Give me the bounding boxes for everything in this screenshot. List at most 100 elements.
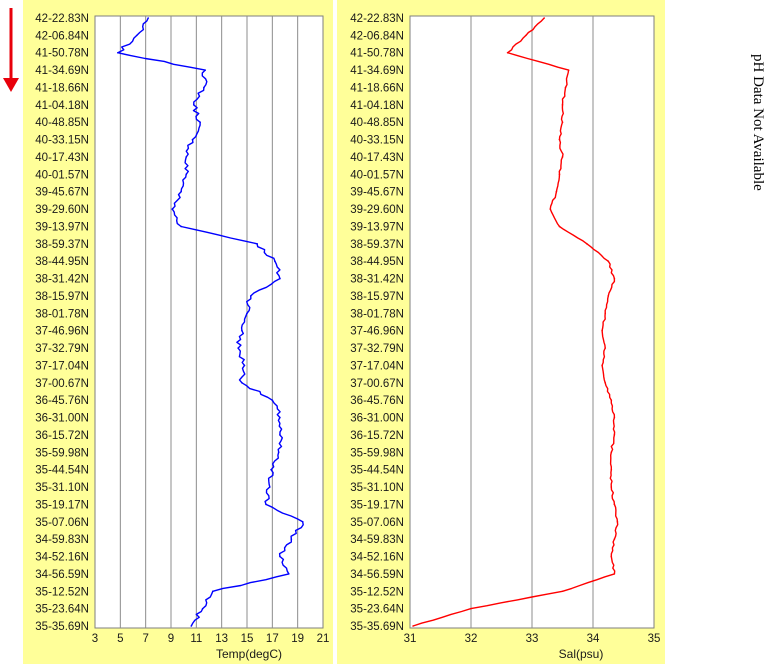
temperature-x-tick-label: 19 xyxy=(291,633,304,645)
temperature-panel: 42-22.83N 42-06.84N 41-50.78N 41-34.69N 41-1… xyxy=(23,0,333,664)
temperature-plot-area xyxy=(94,15,324,629)
temperature-data-point xyxy=(171,208,174,210)
salinity-data-point xyxy=(610,399,613,401)
temperature-data-point xyxy=(274,260,276,263)
salinity-latitude-label: 41-50.78N xyxy=(350,48,404,60)
temperature-data-point xyxy=(265,503,267,506)
temperature-series xyxy=(117,17,304,627)
temperature-data-point xyxy=(203,86,205,89)
temperature-latitude-label: 38-01.78N xyxy=(35,308,89,320)
salinity-data-point xyxy=(525,34,527,37)
salinity-data-point xyxy=(613,434,616,436)
salinity-data-point xyxy=(586,243,588,245)
temperature-latitude-label: 41-18.66N xyxy=(35,82,89,94)
temperature-data-point xyxy=(185,173,187,176)
salinity-data-point xyxy=(561,590,564,593)
temperature-latitude-label: 39-29.60N xyxy=(35,204,89,216)
salinity-data-point xyxy=(558,173,561,176)
temperature-data-point xyxy=(237,347,239,349)
salinity-data-point xyxy=(610,555,613,558)
temperature-latitude-label: 34-59.83N xyxy=(35,534,89,546)
salinity-latitude-label: 40-17.43N xyxy=(350,152,404,164)
salinity-data-point xyxy=(549,208,552,210)
temperature-latitude-label: 37-17.04N xyxy=(35,360,89,372)
salinity-latitude-label: 35-23.64N xyxy=(350,604,404,616)
salinity-profile-line xyxy=(412,17,619,627)
salinity-latitude-label: 37-00.67N xyxy=(350,378,404,390)
salinity-data-point xyxy=(613,573,616,575)
temperature-latitude-label: 34-56.59N xyxy=(35,569,89,581)
temperature-axis-title: Temp(degC) xyxy=(216,647,282,661)
temperature-x-tick-label: 3 xyxy=(92,633,98,645)
salinity-latitude-label: 35-44.54N xyxy=(350,465,404,477)
salinity-data-point xyxy=(616,520,619,523)
temperature-latitude-label: 38-59.37N xyxy=(35,239,89,251)
salinity-x-tick-label: 33 xyxy=(526,633,539,645)
temperature-latitude-label: 41-50.78N xyxy=(35,48,89,60)
temperature-data-point xyxy=(147,17,149,19)
salinity-data-point xyxy=(543,17,545,19)
salinity-latitude-label: 35-12.52N xyxy=(350,586,404,598)
salinity-data-point xyxy=(558,225,561,228)
salinity-latitude-label: 41-04.18N xyxy=(350,100,404,112)
temperature-latitude-label: 34-52.16N xyxy=(35,552,89,564)
temperature-data-point xyxy=(191,138,194,141)
temperature-data-point xyxy=(204,69,206,71)
temperature-data-point xyxy=(277,451,280,454)
temperature-x-tick-label: 7 xyxy=(142,633,148,645)
temperature-latitude-label: 36-31.00N xyxy=(35,413,89,425)
salinity-data-point xyxy=(567,69,570,71)
ph-unavailable-note: pH Data Not Available xyxy=(750,54,766,191)
temperature-latitude-label: 39-13.97N xyxy=(35,221,89,233)
salinity-latitude-label: 40-01.57N xyxy=(350,169,404,181)
salinity-data-point xyxy=(613,277,616,280)
temperature-data-point xyxy=(241,382,243,384)
salinity-latitude-label: 36-45.76N xyxy=(350,395,404,407)
temperature-data-point xyxy=(199,121,201,124)
salinity-latitude-label: 38-15.97N xyxy=(350,291,404,303)
temperature-data-point xyxy=(269,486,271,488)
temperature-data-point xyxy=(270,468,272,471)
temperature-data-point xyxy=(180,225,182,228)
salinity-latitude-label: 36-15.72N xyxy=(350,430,404,442)
salinity-latitude-label: 37-32.79N xyxy=(350,343,404,355)
salinity-latitude-label: 42-06.84N xyxy=(350,30,404,42)
salinity-latitude-label: 38-31.42N xyxy=(350,274,404,286)
salinity-data-point xyxy=(601,329,603,332)
temperature-latitude-label: 35-23.64N xyxy=(35,604,89,616)
salinity-data-point xyxy=(610,451,613,454)
salinity-data-point xyxy=(610,486,613,488)
salinity-axis-title: Sal(psu) xyxy=(559,647,604,661)
salinity-latitude-label: 34-56.59N xyxy=(350,569,404,581)
temperature-x-tick-label: 13 xyxy=(215,633,228,645)
salinity-data-point xyxy=(613,416,616,419)
salinity-latitude-label: 35-59.98N xyxy=(350,447,404,459)
temperature-latitude-label: 36-15.72N xyxy=(35,430,89,442)
temperature-latitude-label: 42-22.83N xyxy=(35,13,89,25)
temperature-data-point xyxy=(279,416,281,419)
salinity-latitude-label: 39-29.60N xyxy=(350,204,404,216)
temperature-latitude-label: 37-32.79N xyxy=(35,343,89,355)
salinity-gridlines xyxy=(470,16,594,628)
temperature-data-point xyxy=(290,538,293,540)
salinity-data-point xyxy=(610,468,613,471)
temperature-latitude-label: 38-44.95N xyxy=(35,256,89,268)
salinity-latitude-label: 35-19.17N xyxy=(350,499,404,511)
temperature-latitude-label: 35-07.06N xyxy=(35,517,89,529)
temperature-x-tick-label: 5 xyxy=(117,633,123,645)
salinity-data-point xyxy=(412,625,414,627)
salinity-latitude-label: 34-52.16N xyxy=(350,552,404,564)
salinity-data-point xyxy=(613,538,616,540)
temperature-data-point xyxy=(246,312,248,315)
temperature-x-tick-label: 11 xyxy=(190,633,202,645)
temperature-latitude-label: 35-44.54N xyxy=(35,465,89,477)
temperature-x-tick-labels: 3 5 7 9 11 13 15 17 19 21 xyxy=(92,633,330,645)
salinity-latitude-label: 39-45.67N xyxy=(350,187,404,199)
salinity-series xyxy=(412,17,619,627)
temperature-profile-line xyxy=(117,17,304,627)
temperature-latitude-label: 35-59.98N xyxy=(35,447,89,459)
salinity-data-point xyxy=(607,295,610,297)
temperature-latitude-label: 42-06.84N xyxy=(35,30,89,42)
salinity-latitude-label: 37-17.04N xyxy=(350,360,404,372)
